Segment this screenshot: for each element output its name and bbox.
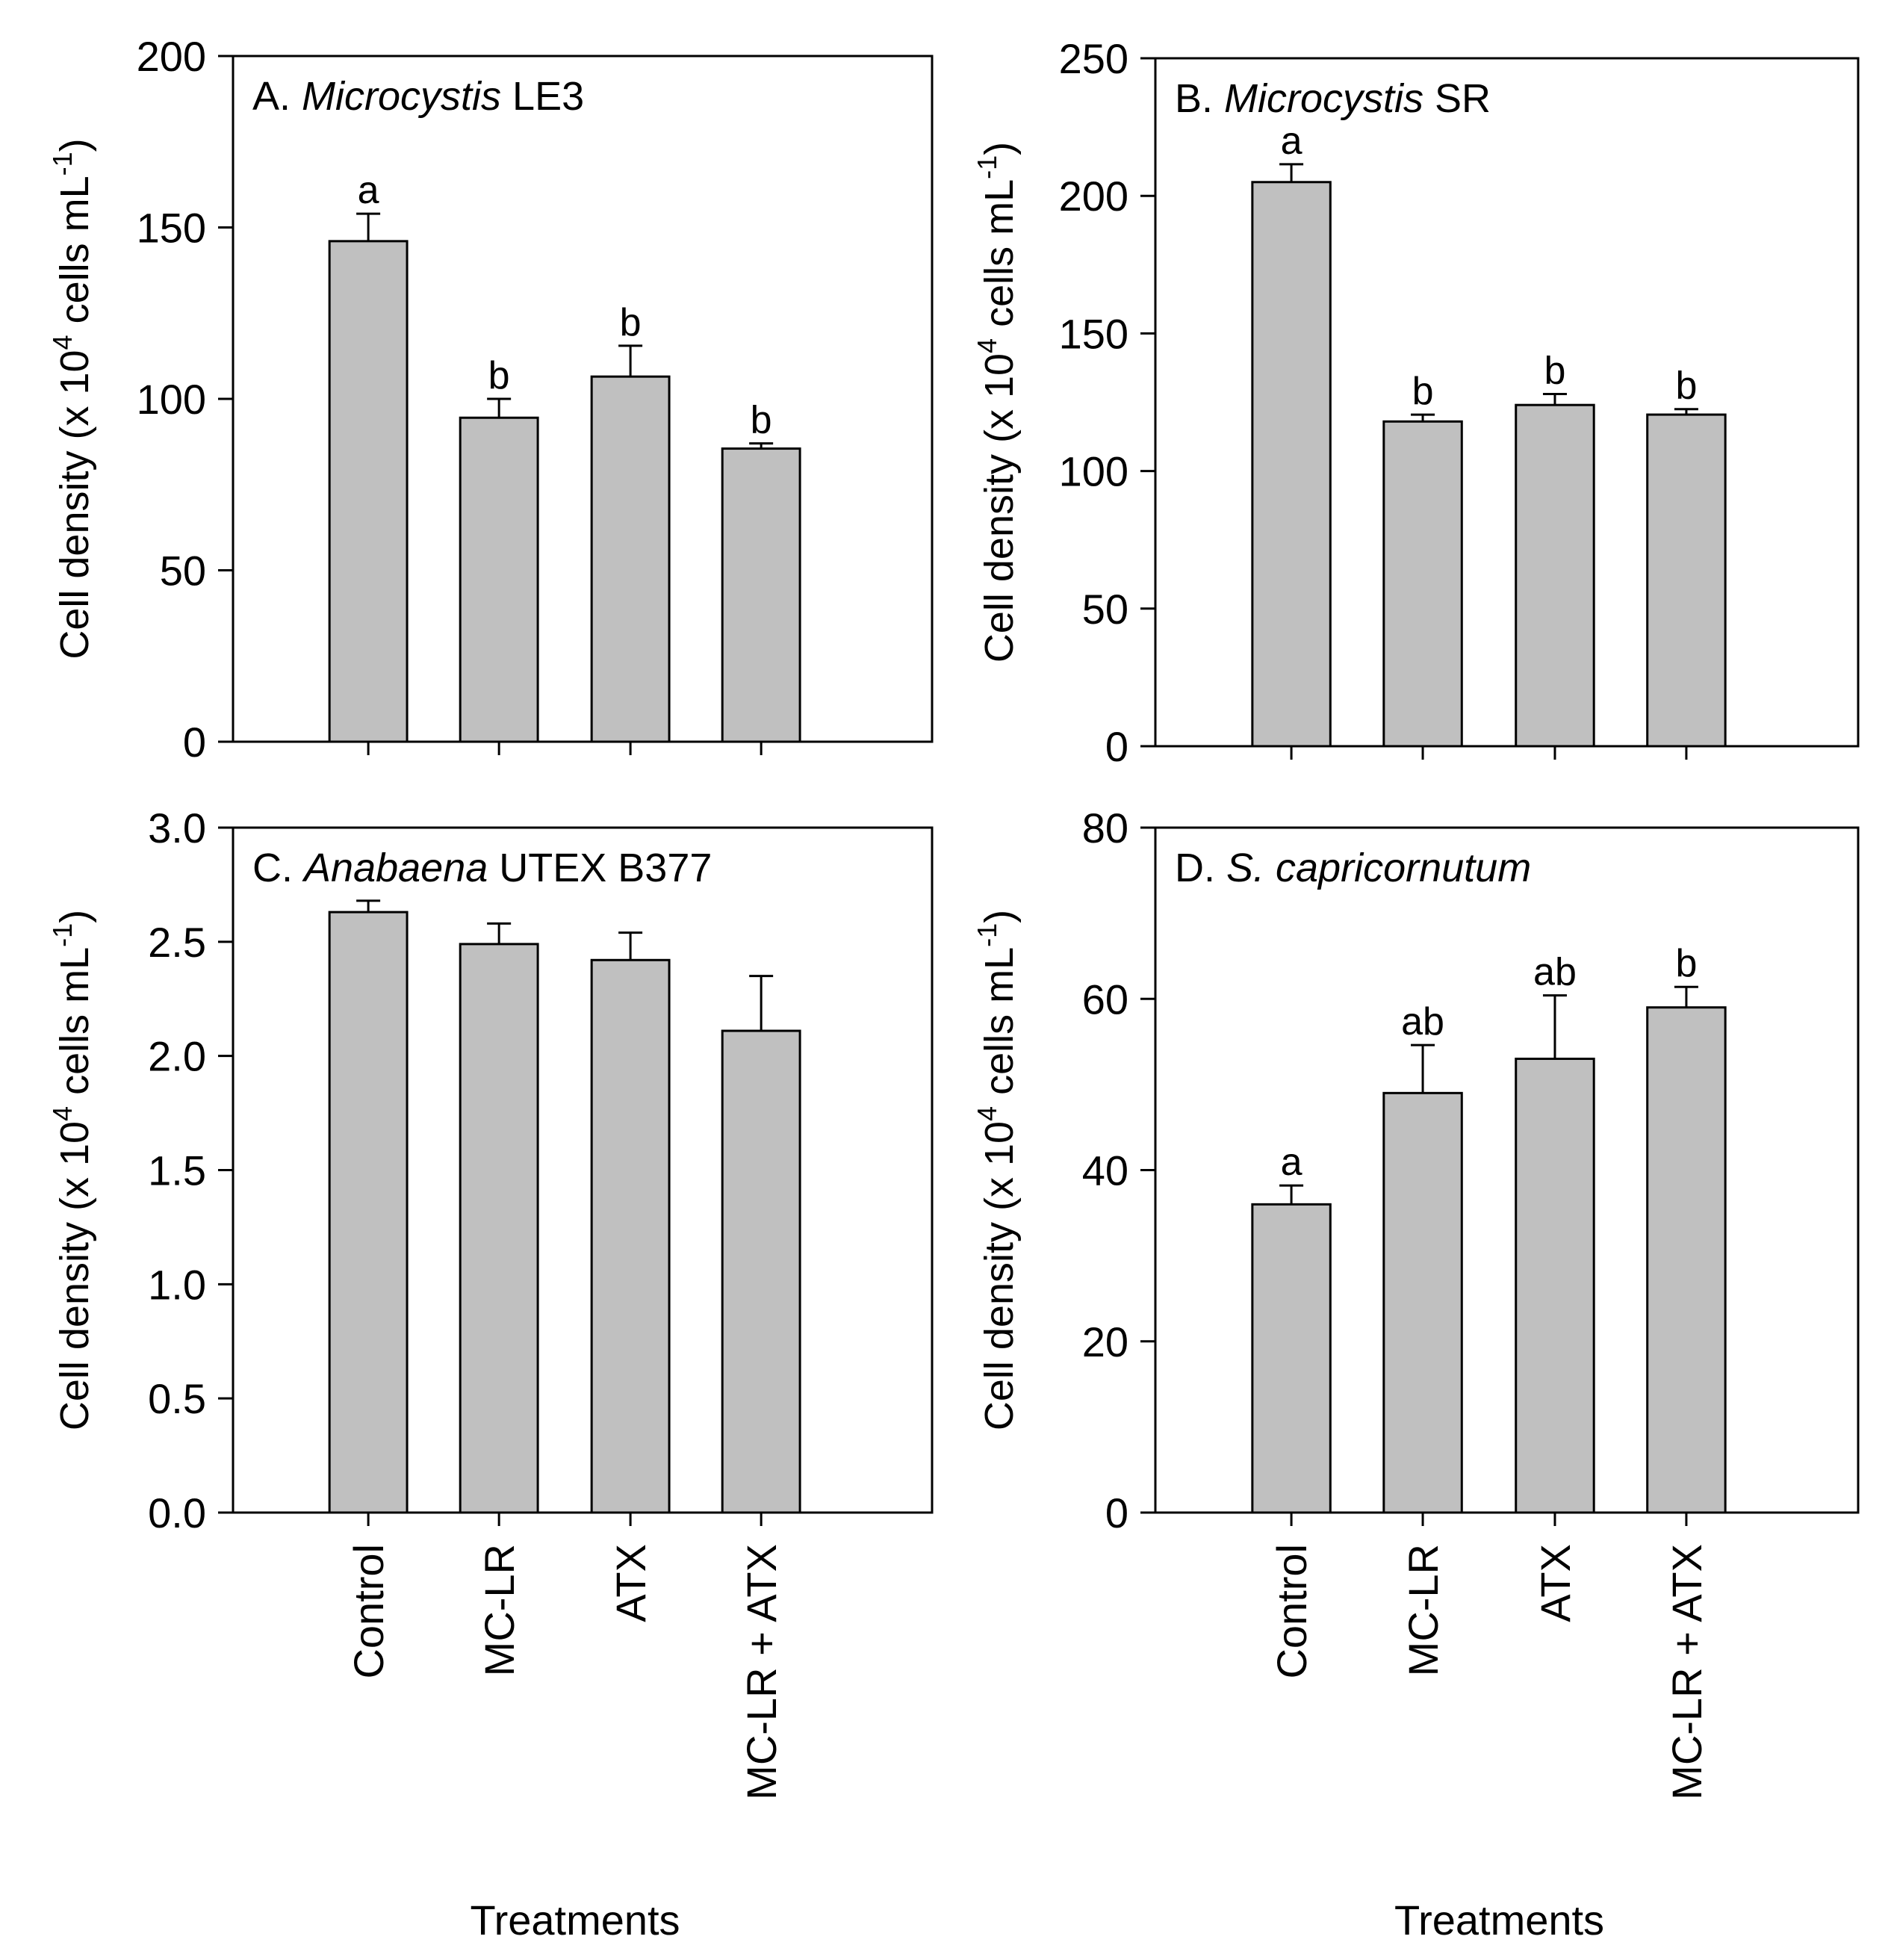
y-tick-label: 2.0	[148, 1033, 206, 1080]
significance-letter: b	[488, 354, 510, 397]
y-tick-label: 0.5	[148, 1375, 206, 1422]
bar-control	[1251, 181, 1332, 748]
panel-title: B. Microcystis SR	[1175, 76, 1491, 121]
significance-letter: ab	[1401, 1000, 1444, 1043]
category-label: MC-LR + ATX	[738, 1544, 785, 1800]
bar-mc-lr	[1382, 1091, 1463, 1514]
x-axis-title: Treatments	[470, 1897, 680, 1944]
significance-letter: a	[358, 169, 379, 212]
bar-mc-lr-atx	[721, 447, 801, 743]
y-tick-label: 250	[1059, 35, 1128, 82]
y-tick-label: 1.0	[148, 1261, 206, 1308]
category-label: MC-LR	[476, 1544, 523, 1676]
y-tick-label: 3.0	[148, 804, 206, 852]
y-tick-label: 200	[137, 33, 206, 80]
bar-atx	[590, 958, 671, 1514]
bar-atx	[590, 375, 671, 743]
significance-letter: b	[1544, 349, 1565, 392]
significance-letter: ab	[1533, 951, 1577, 994]
y-tick-label: 150	[1059, 310, 1128, 357]
bar-control	[1251, 1203, 1332, 1514]
y-axis-title: Cell density (x 104 cells mL-1)	[47, 138, 97, 659]
y-tick-label: 50	[1082, 586, 1128, 633]
significance-letter: b	[1412, 370, 1434, 413]
y-tick-label: 40	[1082, 1147, 1128, 1194]
category-label: MC-LR + ATX	[1663, 1544, 1710, 1800]
panel-c: 0.0 0.5 1.0 1.5 2.0 2.5 3.0 Cell density (x 104…	[47, 804, 934, 1944]
bar-mc-lr	[1382, 420, 1463, 748]
category-label: ATX	[607, 1544, 654, 1622]
panel-b: 0 50 100 150 200 250 Cell density (x 104 cells…	[972, 35, 1860, 770]
significance-letter: b	[1675, 942, 1697, 985]
bar-control	[328, 911, 409, 1514]
plot-frame	[1154, 57, 1860, 748]
x-axis-title: Treatments	[1394, 1897, 1604, 1944]
significance-letter: b	[1675, 365, 1697, 408]
significance-letter: a	[1281, 120, 1302, 163]
y-tick-label: 100	[137, 376, 206, 423]
significance-letter: b	[620, 301, 642, 344]
y-tick-label: 0.0	[148, 1489, 206, 1536]
panel-title: A. Microcystis LE3	[252, 74, 584, 119]
significance-letter: b	[751, 399, 772, 442]
panel-title: D. S. capricornutum	[1175, 846, 1531, 890]
category-label: MC-LR	[1400, 1544, 1447, 1676]
y-tick-label: 0	[183, 719, 206, 766]
category-label: Control	[1268, 1544, 1315, 1679]
y-tick-label: 0	[1105, 1489, 1128, 1536]
bar-mc-lr	[459, 416, 539, 743]
bar-atx	[1515, 403, 1595, 748]
y-axis-title: Cell density (x 104 cells mL-1)	[972, 142, 1022, 663]
panel-a: 0 50 100 150 200 Cell density (x 104 cells mL…	[47, 33, 934, 766]
bar-atx	[1515, 1057, 1595, 1514]
y-tick-label: 80	[1082, 804, 1128, 852]
bar-mc-lr	[459, 943, 539, 1514]
y-tick-label: 150	[137, 205, 206, 252]
y-tick-label: 100	[1059, 448, 1128, 495]
y-axis-title: Cell density (x 104 cells mL-1)	[47, 910, 97, 1430]
category-label: Control	[345, 1544, 392, 1679]
significance-letter: a	[1281, 1141, 1302, 1184]
panel-d: 0 20 40 60 80 Cell density (x 104 cells mL-1)…	[972, 804, 1860, 1944]
bar-mc-lr-atx	[721, 1029, 801, 1514]
bar-mc-lr-atx	[1646, 1006, 1727, 1514]
category-label: ATX	[1532, 1544, 1579, 1622]
bar-control	[328, 240, 409, 743]
y-tick-label: 0	[1105, 723, 1128, 770]
y-tick-label: 1.5	[148, 1147, 206, 1194]
y-tick-label: 50	[160, 548, 206, 595]
panel-title: C. Anabaena UTEX B377	[252, 846, 712, 890]
y-tick-label: 2.5	[148, 919, 206, 966]
y-tick-label: 60	[1082, 976, 1128, 1023]
y-tick-label: 200	[1059, 173, 1128, 220]
y-axis-title: Cell density (x 104 cells mL-1)	[972, 910, 1022, 1430]
bar-mc-lr-atx	[1646, 413, 1727, 748]
y-tick-label: 20	[1082, 1318, 1128, 1365]
